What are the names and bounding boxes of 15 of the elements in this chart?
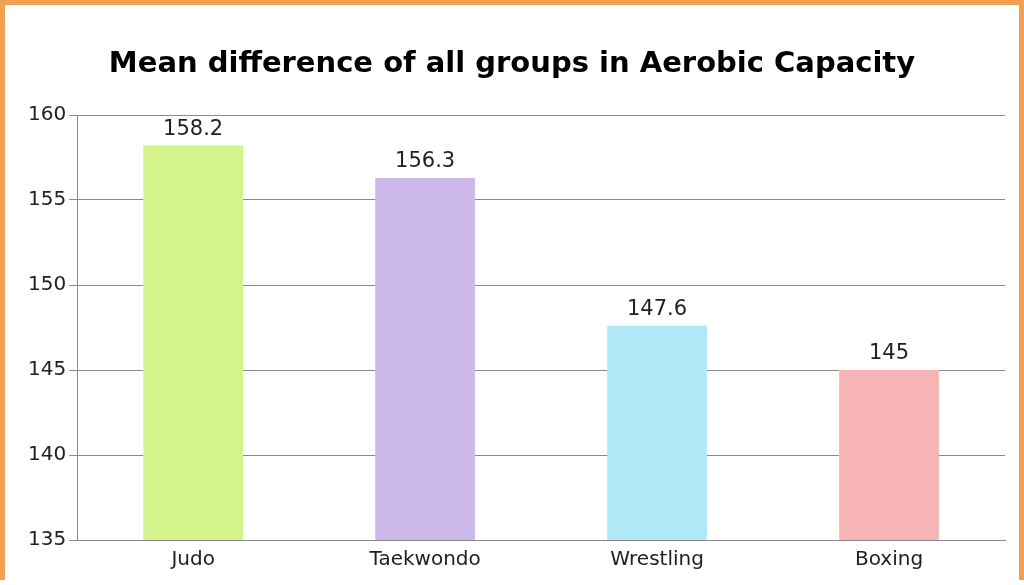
- chart-title: Mean difference of all groups in Aerobic Capacity: [107, 45, 917, 79]
- y-tick-label: 150: [27, 271, 67, 296]
- y-tick-label: 155: [27, 186, 67, 211]
- y-tick-label: 145: [27, 356, 67, 381]
- x-tick-label: Wrestling: [610, 546, 704, 571]
- y-tick-label: 135: [27, 526, 67, 551]
- x-tick-label: Judo: [169, 546, 215, 571]
- data-label: 145: [868, 339, 910, 364]
- y-tick-label: 160: [27, 101, 67, 126]
- x-tick-label: Boxing: [854, 546, 924, 571]
- data-label: 147.6: [627, 295, 688, 320]
- data-label: 156.3: [395, 147, 456, 172]
- x-tick-label: Taekwondo: [368, 546, 481, 571]
- y-tick-label: 140: [27, 441, 67, 466]
- data-label: 158.2: [163, 115, 224, 140]
